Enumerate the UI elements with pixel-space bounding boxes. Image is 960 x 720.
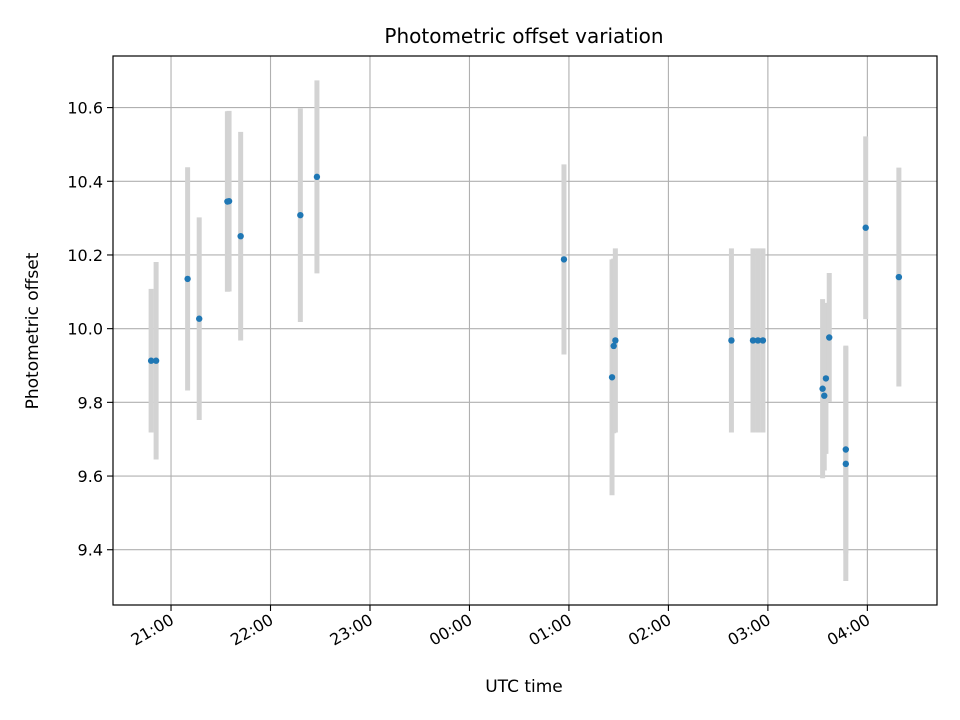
y-tick-label: 9.6 (78, 467, 103, 486)
data-point (225, 197, 233, 205)
data-point (147, 357, 155, 364)
data-point (842, 446, 850, 453)
y-tick-label: 10.4 (67, 172, 103, 191)
y-axis-title: Photometric offset (23, 252, 43, 409)
data-point (842, 460, 850, 468)
data-point (728, 337, 735, 344)
data-point (184, 275, 191, 283)
chart-title: Photometric offset variation (384, 24, 663, 48)
data-point (237, 232, 244, 240)
data-point (152, 357, 160, 364)
data-point (862, 224, 869, 231)
y-tick-label: 10.2 (67, 246, 103, 265)
data-point (895, 273, 903, 281)
data-point (821, 392, 828, 399)
x-axis-title: UTC time (485, 677, 563, 697)
data-point (313, 173, 321, 181)
data-point (297, 211, 304, 219)
data-point (822, 375, 830, 382)
data-point (610, 342, 617, 350)
data-point (749, 337, 757, 344)
y-tick-label: 10.6 (67, 99, 103, 118)
data-point (196, 315, 203, 322)
y-tick-label: 9.4 (78, 541, 103, 560)
y-tick-label: 10.0 (67, 320, 103, 339)
data-point (819, 385, 826, 392)
data-point (560, 256, 568, 263)
data-point (759, 337, 767, 344)
point-layer (147, 173, 903, 468)
plot-frame (112, 55, 938, 606)
y-tick-label: 9.8 (78, 393, 103, 412)
data-point (608, 374, 616, 381)
data-point (612, 337, 619, 344)
data-point (826, 334, 833, 341)
data-point (754, 337, 762, 344)
